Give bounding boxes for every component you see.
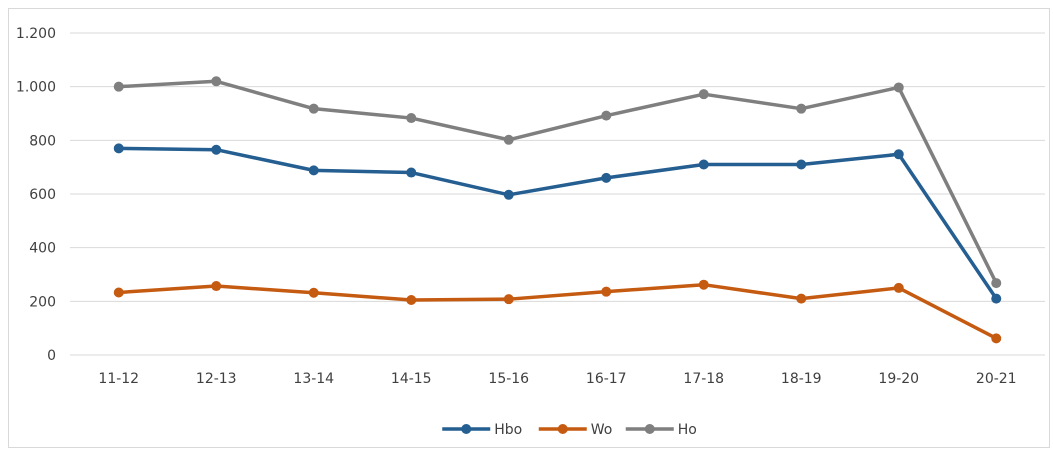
series-line-ho (117, 79, 998, 285)
series-line-hbo (117, 146, 998, 301)
data-point-hbo (698, 159, 709, 170)
x-tick-label: 20-21 (976, 371, 1017, 387)
legend-marker (557, 424, 568, 434)
data-point-wo (796, 293, 807, 304)
x-tick-label: 12-13 (196, 371, 237, 387)
data-point-hbo (796, 159, 807, 170)
data-point-wo (601, 286, 612, 297)
legend-marker (644, 424, 655, 434)
x-tick-label: 19-20 (878, 371, 919, 387)
data-point-ho (893, 82, 904, 93)
data-point-wo (308, 287, 319, 298)
data-point-hbo (113, 143, 124, 154)
y-tick-label: 200 (29, 294, 56, 310)
data-point-ho (211, 76, 222, 87)
x-tick-label: 15-16 (488, 371, 529, 387)
data-point-wo (698, 279, 709, 290)
x-tick-label: 14-15 (391, 371, 432, 387)
data-point-hbo (893, 149, 904, 160)
data-point-ho (308, 103, 319, 114)
data-point-hbo (601, 172, 612, 183)
data-point-ho (698, 89, 709, 100)
data-point-hbo (308, 165, 319, 176)
legend-item-ho: Ho (625, 422, 697, 438)
series-lines (113, 76, 1002, 344)
y-tick-label: 0 (47, 348, 56, 364)
series-line-wo (117, 282, 998, 341)
legend-marker (461, 424, 472, 434)
x-tick-label: 13-14 (293, 371, 334, 387)
data-point-wo (113, 287, 124, 298)
legend-label: Wo (591, 422, 613, 438)
y-tick-label: 400 (29, 241, 56, 257)
x-tick-label: 16-17 (586, 371, 627, 387)
series-ho (113, 76, 1002, 289)
x-tick-label: 11-12 (98, 371, 139, 387)
data-point-hbo (503, 189, 514, 200)
series-wo (113, 279, 1002, 344)
legend-label: Hbo (494, 422, 522, 438)
data-point-hbo (406, 167, 417, 178)
data-point-hbo (991, 293, 1002, 304)
data-point-wo (406, 294, 417, 305)
x-tick-label: 17-18 (683, 371, 724, 387)
legend: Hbo Wo Ho (442, 422, 697, 438)
data-point-hbo (211, 144, 222, 155)
legend-label: Ho (678, 422, 697, 438)
x-tick-label: 18-19 (781, 371, 822, 387)
y-axis-tick-labels: 0 200 400 600 800 1.000 1.200 (16, 26, 56, 364)
data-point-wo (893, 282, 904, 293)
data-point-wo (991, 333, 1002, 344)
gridlines (70, 32, 1045, 356)
chart-frame (8, 8, 1050, 448)
data-point-ho (406, 113, 417, 124)
legend-item-wo: Wo (538, 422, 613, 438)
series-hbo (113, 143, 1002, 304)
x-axis-tick-labels: 11-12 12-13 13-14 14-15 15-16 16-17 17-18 18-19… (98, 371, 1016, 387)
data-point-ho (796, 103, 807, 114)
data-point-ho (991, 278, 1002, 289)
data-point-ho (601, 110, 612, 121)
y-tick-label: 1.000 (16, 80, 56, 96)
y-tick-label: 600 (29, 187, 56, 203)
y-tick-label: 1.200 (16, 26, 56, 42)
data-point-ho (113, 81, 124, 92)
data-point-wo (503, 294, 514, 305)
y-tick-label: 800 (29, 133, 56, 149)
data-point-wo (211, 281, 222, 292)
legend-item-hbo: Hbo (442, 422, 522, 438)
data-point-ho (503, 134, 514, 145)
